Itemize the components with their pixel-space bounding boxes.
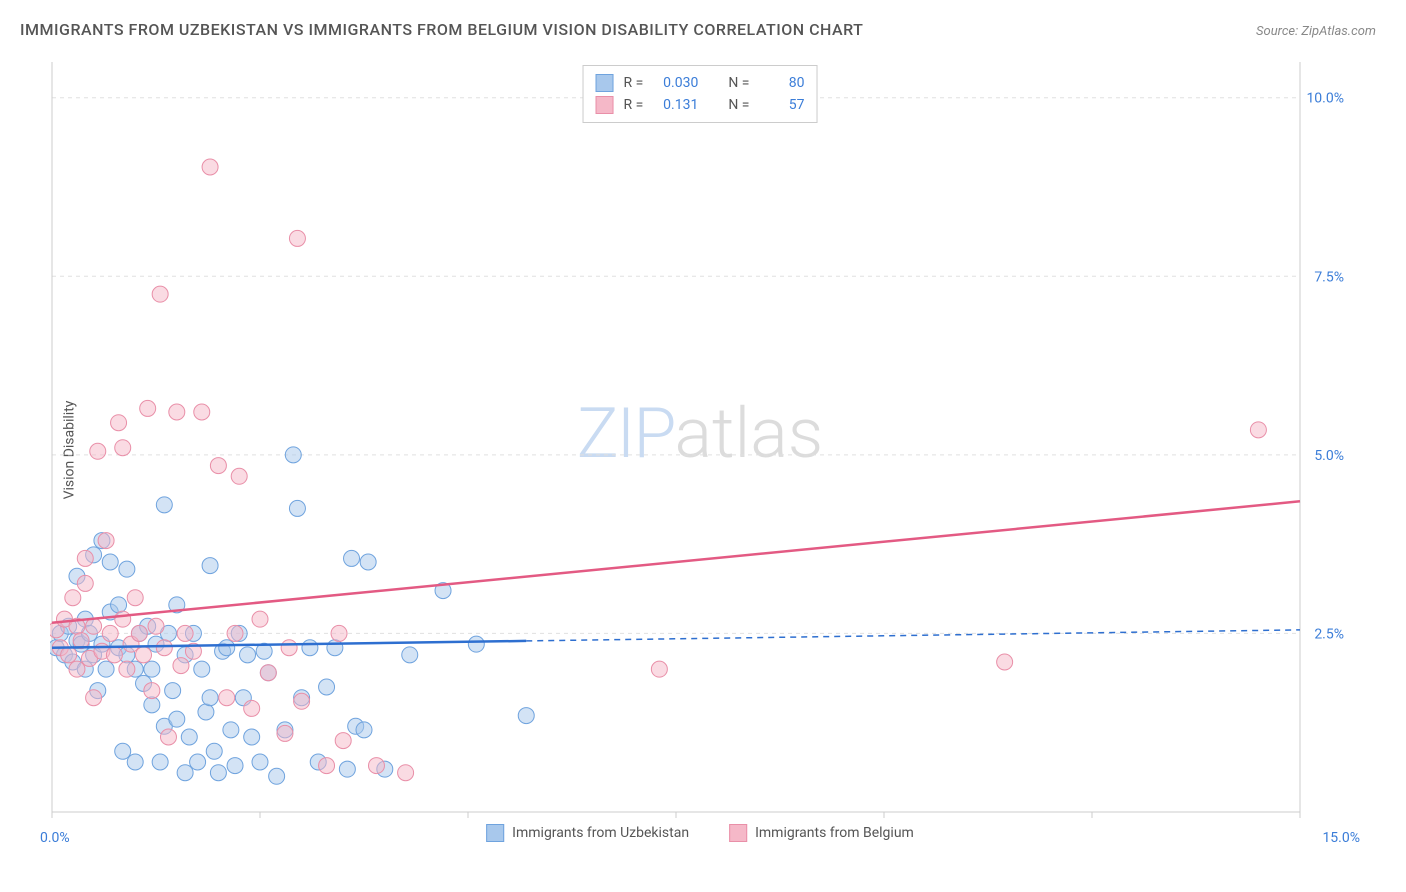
n-label: N = bbox=[728, 75, 749, 91]
swatch-uzbekistan bbox=[596, 74, 614, 92]
x-axis-max-label: 15.0% bbox=[1322, 830, 1360, 846]
x-axis-min-label: 0.0% bbox=[40, 830, 70, 846]
legend-row-uzbekistan: R = 0.030 N = 80 bbox=[596, 72, 805, 94]
svg-text:10.0%: 10.0% bbox=[1306, 91, 1344, 107]
series-name-belgium: Immigrants from Belgium bbox=[755, 825, 914, 841]
r-label: R = bbox=[624, 97, 644, 113]
svg-text:5.0%: 5.0% bbox=[1314, 448, 1344, 464]
n-value-belgium: 57 bbox=[759, 97, 804, 113]
series-legend: Immigrants from Uzbekistan Immigrants fr… bbox=[486, 824, 914, 842]
n-label: N = bbox=[728, 97, 749, 113]
r-value-uzbekistan: 0.030 bbox=[653, 75, 698, 91]
swatch-uzbekistan bbox=[486, 824, 504, 842]
chart-area: Vision Disability ZIPatlas 2.5%5.0%7.5%1… bbox=[50, 60, 1350, 840]
chart-title: IMMIGRANTS FROM UZBEKISTAN VS IMMIGRANTS… bbox=[20, 20, 863, 39]
r-value-belgium: 0.131 bbox=[653, 97, 698, 113]
svg-text:7.5%: 7.5% bbox=[1314, 269, 1344, 285]
r-label: R = bbox=[624, 75, 644, 91]
series-name-uzbekistan: Immigrants from Uzbekistan bbox=[512, 825, 689, 841]
correlation-legend: R = 0.030 N = 80 R = 0.131 N = 57 bbox=[583, 65, 818, 123]
scatter-plot: 2.5% 5.0% 7.5% 10.0% bbox=[50, 60, 1350, 840]
swatch-belgium bbox=[596, 96, 614, 114]
n-value-uzbekistan: 80 bbox=[759, 75, 804, 91]
legend-item-belgium: Immigrants from Belgium bbox=[729, 824, 914, 842]
source-attribution: Source: ZipAtlas.com bbox=[1256, 24, 1376, 39]
legend-item-uzbekistan: Immigrants from Uzbekistan bbox=[486, 824, 689, 842]
swatch-belgium bbox=[729, 824, 747, 842]
svg-text:2.5%: 2.5% bbox=[1314, 626, 1344, 642]
legend-row-belgium: R = 0.131 N = 57 bbox=[596, 94, 805, 116]
